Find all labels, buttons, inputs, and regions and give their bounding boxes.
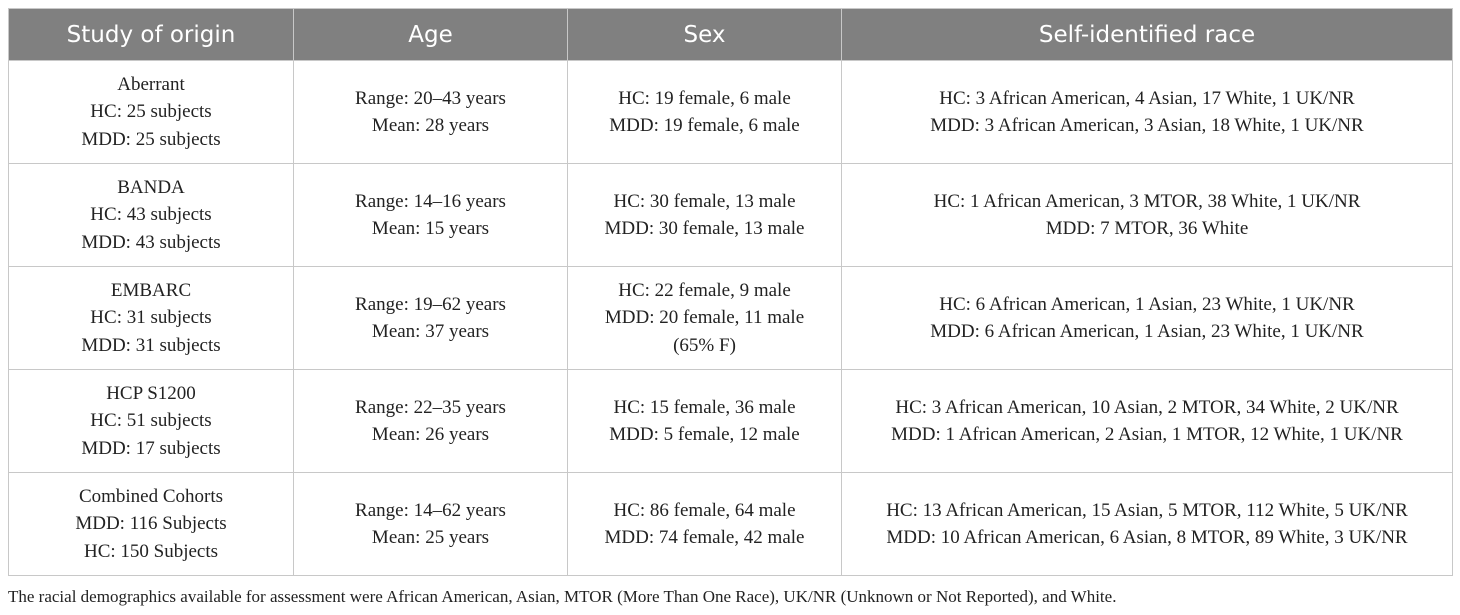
cell-line: HCP S1200 [106,382,196,404]
cell-line: HC: 31 subjects [90,307,212,329]
cell-line: HC: 25 subjects [90,101,212,123]
cell-line: HC: 1 African American, 3 MTOR, 38 White… [933,190,1361,212]
table-row: EMBARC HC: 31 subjects MDD: 31 subjects Ran… [8,266,1453,370]
header-cell: Age [293,8,568,61]
cell-line: Aberrant [117,73,185,95]
cell-line: Range: 14–62 years [355,499,506,521]
table-cell: Range: 19–62 years Mean: 37 years [293,266,568,370]
cell-line: Mean: 15 years [371,218,490,239]
table-cell: HC: 86 female, 64 male MDD: 74 female, 42… [567,472,842,576]
table-cell: HCP S1200 HC: 51 subjects MDD: 17 subjects [8,369,294,473]
cell-line: Range: 22–35 years [355,396,506,418]
cell-line: MDD: 1 African American, 2 Asian, 1 MTOR… [891,424,1403,445]
cell-line: Range: 20–43 years [355,87,506,109]
cell-line: MDD: 5 female, 12 male [609,424,800,445]
table-cell: HC: 13 African American, 15 Asian, 5 MTO… [841,472,1453,576]
table-cell: Range: 14–62 years Mean: 25 years [293,472,568,576]
cell-line: MDD: 10 African American, 6 Asian, 8 MTO… [886,527,1408,548]
cell-line: HC: 43 subjects [90,204,212,226]
cell-line: BANDA [117,176,185,198]
cell-line: MDD: 74 female, 42 male [604,527,805,548]
cell-line: MDD: 17 subjects [81,437,221,459]
cell-line: MDD: 3 African American, 3 Asian, 18 Whi… [930,115,1364,136]
demographics-table: Study of origin Age Sex Self-identified rac… [8,8,1453,576]
table-cell: HC: 30 female, 13 male MDD: 30 female, 13… [567,163,842,267]
table-cell: EMBARC HC: 31 subjects MDD: 31 subjects [8,266,294,370]
table-row: Aberrant HC: 25 subjects MDD: 25 subjects R… [8,60,1453,164]
table-cell: HC: 19 female, 6 male MDD: 19 female, 6 m… [567,60,842,164]
table-cell: HC: 15 female, 36 male MDD: 5 female, 12 … [567,369,842,473]
cell-line: MDD: 6 African American, 1 Asian, 23 Whi… [930,321,1364,342]
table-cell: Aberrant HC: 25 subjects MDD: 25 subjects [8,60,294,164]
cell-line: HC: 3 African American, 4 Asian, 17 Whit… [939,87,1355,109]
cell-line: MDD: 116 Subjects [75,513,227,535]
header-cell: Self-identified race [841,8,1453,61]
cell-line: HC: 3 African American, 10 Asian, 2 MTOR… [895,396,1399,418]
table-cell: Range: 22–35 years Mean: 26 years [293,369,568,473]
cell-line: HC: 6 African American, 1 Asian, 23 Whit… [939,293,1355,315]
cell-line: MDD: 19 female, 6 male [609,115,800,136]
cell-line: HC: 19 female, 6 male [618,87,791,109]
table-cell: HC: 3 African American, 10 Asian, 2 MTOR… [841,369,1453,473]
table-row: Combined Cohorts MDD: 116 Subjects HC: 150… [8,472,1453,576]
header-row: Study of origin Age Sex Self-identified rac… [8,8,1453,61]
cell-line: HC: 22 female, 9 male [618,279,791,301]
table-cell: HC: 6 African American, 1 Asian, 23 Whit… [841,266,1453,370]
header-cell: Study of origin [8,8,294,61]
cell-line: HC: 51 subjects [90,410,212,432]
cell-line: MDD: 43 subjects [81,231,221,253]
cell-line: Mean: 25 years [371,527,490,548]
footnote: The racial demographics available for as… [8,587,1117,606]
cell-line: HC: 86 female, 64 male [613,499,796,521]
cell-line: MDD: 31 subjects [81,334,221,356]
cell-line: MDD: 30 female, 13 male [604,218,805,239]
cell-line: HC: 13 African American, 15 Asian, 5 MTO… [886,499,1408,521]
cell-line: Mean: 28 years [371,115,490,136]
cell-line: HC: 150 Subjects [83,540,219,562]
cell-line: Range: 14–16 years [355,190,506,212]
table-cell: BANDA HC: 43 subjects MDD: 43 subjects [8,163,294,267]
cell-line: Combined Cohorts [78,485,224,507]
table-cell: HC: 3 African American, 4 Asian, 17 Whit… [841,60,1453,164]
table-cell: Range: 14–16 years Mean: 15 years [293,163,568,267]
cell-line: MDD: 20 female, 11 male [604,307,805,329]
cell-line: (65% F) [673,334,736,356]
cell-line: HC: 15 female, 36 male [613,396,796,418]
cell-line: MDD: 7 MTOR, 36 White [1045,218,1249,239]
table-cell: HC: 1 African American, 3 MTOR, 38 White… [841,163,1453,267]
cell-line: HC: 30 female, 13 male [613,190,796,212]
header-cell: Sex [567,8,842,61]
table-cell: Combined Cohorts MDD: 116 Subjects HC: 150… [8,472,294,576]
cell-line: MDD: 25 subjects [81,128,221,150]
table-row: HCP S1200 HC: 51 subjects MDD: 17 subjects… [8,369,1453,473]
table-row: BANDA HC: 43 subjects MDD: 43 subjects Rang… [8,163,1453,267]
cell-line: EMBARC [110,279,192,301]
cell-line: Range: 19–62 years [355,293,506,315]
cell-line: Mean: 37 years [371,321,490,342]
cell-line: Mean: 26 years [371,424,490,445]
table-cell: Range: 20–43 years Mean: 28 years [293,60,568,164]
table-cell: HC: 22 female, 9 male MDD: 20 female, 11 … [567,266,842,370]
